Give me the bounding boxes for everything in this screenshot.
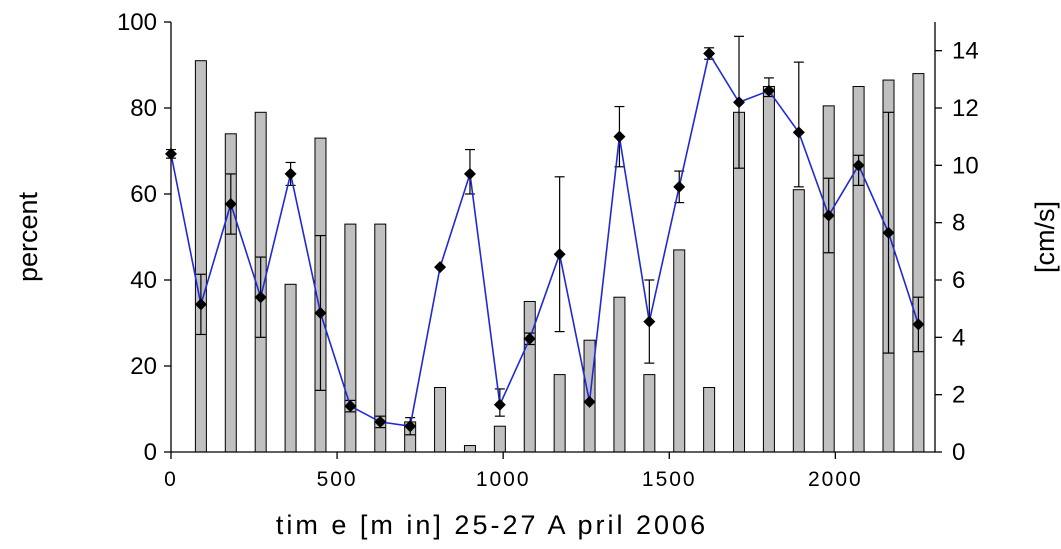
right-y-tick-label: 10 xyxy=(952,152,979,179)
x-tick-label: 1500 xyxy=(642,468,697,491)
left-y-tick-label: 20 xyxy=(130,353,157,380)
data-point xyxy=(284,167,297,180)
speed-line-series xyxy=(170,51,920,428)
data-point xyxy=(374,415,387,428)
bar xyxy=(852,86,865,453)
data-point xyxy=(254,291,267,304)
data-point xyxy=(434,261,447,274)
bar xyxy=(792,189,805,453)
left-y-tick-label: 100 xyxy=(117,9,157,36)
bar xyxy=(493,425,506,453)
bar xyxy=(344,223,357,453)
right-y-tick-label: 14 xyxy=(952,38,979,65)
data-point xyxy=(523,332,536,345)
bar xyxy=(434,387,447,453)
right-y-tick-label: 0 xyxy=(952,439,965,466)
bar xyxy=(643,374,656,453)
left-y-axis-title: percent xyxy=(13,191,43,282)
right-y-tick-label: 12 xyxy=(952,95,979,122)
data-point xyxy=(792,126,805,139)
data-point xyxy=(762,84,775,97)
error-bars xyxy=(166,35,924,436)
data-point xyxy=(583,395,596,408)
right-y-axis-title: [cm/s] xyxy=(1030,201,1060,273)
data-point xyxy=(912,318,925,331)
speed-markers xyxy=(165,47,925,433)
data-point xyxy=(822,209,835,222)
data-point xyxy=(613,130,626,143)
data-point xyxy=(224,198,237,211)
bar xyxy=(822,105,835,453)
speed-line xyxy=(170,51,920,428)
left-y-tick-label: 60 xyxy=(130,181,157,208)
bar xyxy=(463,445,476,453)
data-point xyxy=(194,298,207,311)
right-y-tick-label: 4 xyxy=(952,324,965,351)
x-tick-label: 0 xyxy=(164,468,178,491)
left-y-tick-label: 40 xyxy=(130,267,157,294)
data-point xyxy=(733,96,746,109)
right-y-tick-label: 6 xyxy=(952,267,965,294)
x-axis-title: tim e [m in] 25-27 A pril 2006 xyxy=(276,510,708,540)
right-y-tick-label: 2 xyxy=(952,382,965,409)
data-point xyxy=(673,180,686,193)
bar xyxy=(523,301,536,453)
data-point xyxy=(553,248,566,261)
data-point xyxy=(852,159,865,172)
bar xyxy=(613,296,626,453)
x-tick-label: 500 xyxy=(317,468,358,491)
bar xyxy=(673,249,686,453)
data-point xyxy=(643,315,656,328)
left-y-tick-label: 0 xyxy=(144,439,157,466)
bar xyxy=(553,374,566,453)
bar xyxy=(762,86,775,453)
left-y-tick-label: 80 xyxy=(130,95,157,122)
bar xyxy=(194,60,207,453)
data-point xyxy=(344,400,357,413)
data-point xyxy=(314,306,327,319)
bar xyxy=(284,283,297,453)
right-y-tick-label: 8 xyxy=(952,210,965,237)
x-tick-label: 2000 xyxy=(808,468,863,491)
data-point xyxy=(493,398,506,411)
data-point xyxy=(882,226,895,239)
data-point xyxy=(703,47,716,60)
data-point xyxy=(404,420,417,433)
x-tick-label: 1000 xyxy=(476,468,531,491)
bar xyxy=(912,73,925,453)
bar xyxy=(703,387,716,453)
axes xyxy=(164,21,942,459)
data-point xyxy=(463,167,476,180)
